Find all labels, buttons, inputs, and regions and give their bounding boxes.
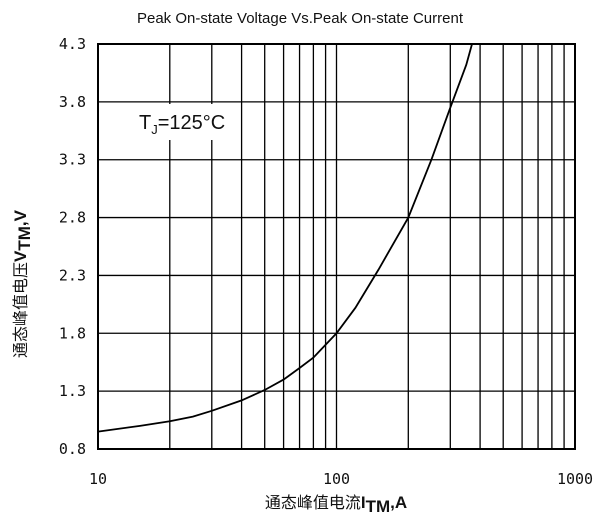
y-tick-label: 3.8 xyxy=(59,93,86,111)
annotation-sub: J xyxy=(151,122,158,137)
annotation-rest: =125°C xyxy=(158,112,226,134)
annotation-box xyxy=(128,104,238,140)
series-line xyxy=(97,43,473,433)
plot-frame xyxy=(97,43,576,450)
x-tick-label: 10 xyxy=(89,470,107,488)
x-tick-label: 100 xyxy=(323,470,350,488)
x-tick-labels: 10 100 1000 xyxy=(89,470,593,488)
y-tick-label: 3.3 xyxy=(59,151,86,169)
x-label-symbol: I xyxy=(361,493,366,512)
y-label-prefix: 通态峰值电压 xyxy=(11,262,30,358)
x-axis-label: 通态峰值电流ITM,A xyxy=(265,493,407,516)
x-label-sub: TM xyxy=(366,497,391,516)
y-tick-label: 1.8 xyxy=(59,324,86,342)
y-tick-label: 4.3 xyxy=(59,35,86,53)
x-label-unit: ,A xyxy=(390,493,407,512)
y-tick-labels: 4.3 3.8 3.3 2.8 2.3 1.8 1.3 0.8 xyxy=(59,35,86,458)
y-tick-label: 2.3 xyxy=(59,266,86,284)
y-tick-label: 0.8 xyxy=(59,440,86,458)
y-tick-label: 1.3 xyxy=(59,382,86,400)
chart-title: Peak On-state Voltage Vs.Peak On-state C… xyxy=(137,10,464,27)
annotation-text: TJ=125°C xyxy=(139,112,225,137)
y-tick-label: 2.8 xyxy=(59,209,86,227)
y-label-sub: TM xyxy=(15,226,34,251)
annotation-main: T xyxy=(139,112,151,134)
y-label-unit: ,V xyxy=(11,209,30,226)
y-label-symbol: V xyxy=(11,250,30,262)
y-axis-label: 通态峰值电压VTM,V xyxy=(11,209,34,358)
x-label-prefix: 通态峰值电流 xyxy=(265,493,361,512)
x-tick-label: 1000 xyxy=(557,470,593,488)
